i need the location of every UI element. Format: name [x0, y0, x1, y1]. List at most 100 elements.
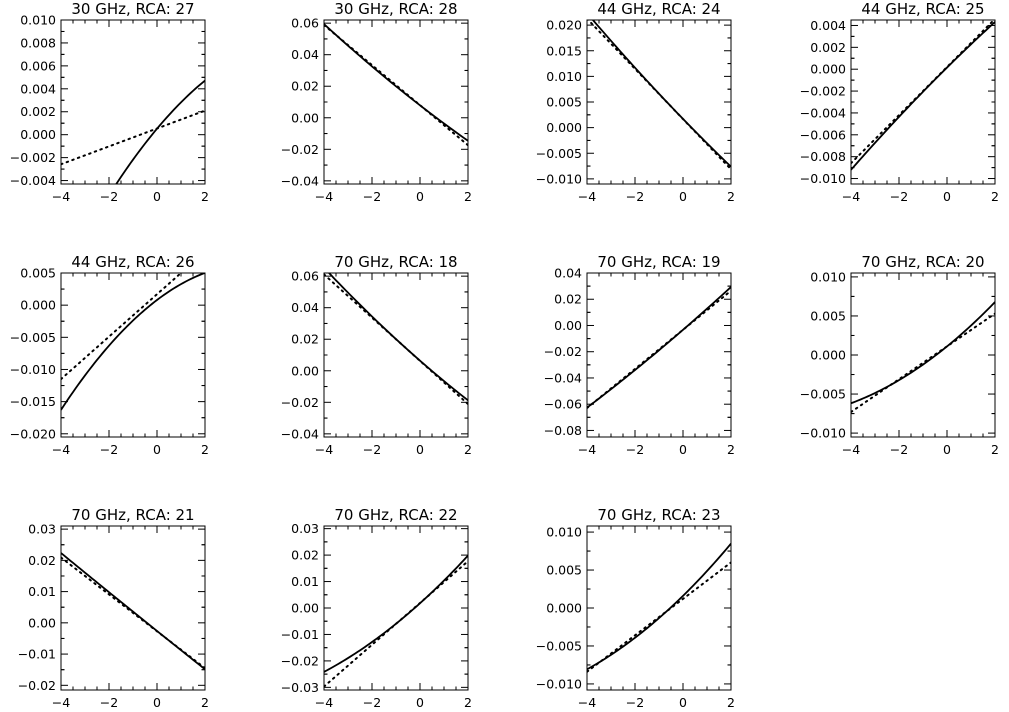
y-tick-label: 0.006: [20, 58, 56, 73]
panel-title: 70 GHz, RCA: 19: [597, 253, 720, 271]
chart-panel-4: 44 GHz, RCA: 25 −4 −2 0 2 −0.010 −0.008 −0.006 −…: [800, 0, 999, 204]
series-line-solid: [587, 286, 731, 409]
series-line-dotted: [61, 109, 205, 166]
y-tick-label: 0.004: [810, 18, 846, 33]
y-tick-label: 0.02: [291, 79, 319, 94]
y-tick-label: −0.04: [544, 370, 582, 385]
y-tick-label: −0.02: [18, 678, 56, 693]
series-line-dotted: [324, 24, 468, 147]
plot-frame: [586, 525, 732, 691]
panel-title: 44 GHz, RCA: 25: [861, 0, 984, 18]
chart-panel-6: 70 GHz, RCA: 18 −4 −2 0 2 −0.04 −0.02 0.00 0.02 0…: [281, 253, 472, 457]
y-tick-label: 0.02: [291, 332, 319, 347]
y-tick-label: 0.01: [28, 584, 56, 599]
y-tick-label: 0.01: [291, 574, 319, 589]
panel-title: 30 GHz, RCA: 28: [334, 0, 457, 18]
chart-panel-11: 70 GHz, RCA: 23 −4 −2 0 2 −0.010 −0.005 0.000 0.…: [536, 506, 735, 710]
y-tick-label: 0.00: [28, 615, 56, 630]
x-tick-label: −2: [626, 189, 644, 204]
x-tick-label: 0: [943, 189, 951, 204]
x-tick-label: 2: [991, 189, 999, 204]
x-tick-label: 0: [153, 695, 161, 710]
plot-frame: [850, 272, 996, 438]
y-tick-label: 0.000: [810, 348, 846, 363]
x-tick-label: −2: [363, 695, 381, 710]
y-tick-label: 0.005: [546, 95, 582, 110]
y-tick-label: 0.06: [291, 16, 319, 31]
x-tick-label: 0: [416, 442, 424, 457]
y-tick-label: 0.010: [546, 69, 582, 84]
y-tick-label: 0.000: [810, 62, 846, 77]
y-tick-label: 0.00: [291, 363, 319, 378]
x-tick-label: −4: [52, 189, 70, 204]
chart-panel-1: 30 GHz, RCA: 27 −4 −2 0 2 −0.004 −0.002 0.000 0.…: [10, 0, 209, 204]
x-tick-label: −4: [578, 189, 596, 204]
x-tick-label: 0: [679, 442, 687, 457]
chart-panel-10: 70 GHz, RCA: 22 −4 −2 0 2 −0.03 −0.02 −0.01 0.00…: [281, 506, 472, 710]
x-tick-label: 2: [201, 189, 209, 204]
y-tick-label: −0.03: [281, 680, 319, 695]
x-tick-label: −4: [842, 189, 860, 204]
y-tick-label: −0.005: [536, 146, 582, 161]
x-tick-label: 0: [679, 189, 687, 204]
series-line-solid: [61, 552, 205, 671]
y-tick-label: 0.010: [546, 525, 582, 540]
series-line-dotted: [324, 560, 468, 688]
series-line-dotted: [324, 273, 468, 406]
series-line-solid: [587, 543, 731, 671]
x-tick-label: 0: [416, 189, 424, 204]
y-tick-label: −0.006: [800, 127, 846, 142]
plot-frame: [323, 272, 469, 438]
x-tick-label: −4: [578, 695, 596, 710]
x-tick-label: −2: [626, 695, 644, 710]
y-tick-label: 0.010: [810, 269, 846, 284]
y-tick-label: −0.008: [800, 149, 846, 164]
series-line-dotted: [587, 289, 731, 409]
x-tick-label: 0: [153, 442, 161, 457]
x-tick-label: 2: [727, 695, 735, 710]
panel-title: 44 GHz, RCA: 24: [597, 0, 720, 18]
y-tick-label: 0.002: [810, 40, 846, 55]
series-line-solid: [324, 23, 468, 142]
x-tick-label: 0: [679, 695, 687, 710]
y-tick-label: 0.008: [20, 35, 56, 50]
y-tick-label: −0.010: [536, 676, 582, 691]
series-line-dotted: [587, 20, 731, 171]
chart-panel-7: 70 GHz, RCA: 19 −4 −2 0 2 −0.08 −0.06 −0.04 −0.0…: [544, 253, 735, 457]
plot-frame: [850, 19, 996, 185]
y-tick-label: 0.010: [20, 13, 56, 28]
y-tick-label: −0.005: [536, 638, 582, 653]
x-tick-label: −4: [315, 695, 333, 710]
x-tick-label: −4: [578, 442, 596, 457]
x-tick-label: 0: [943, 442, 951, 457]
y-tick-label: −0.01: [18, 647, 56, 662]
y-tick-label: −0.02: [544, 344, 582, 359]
y-tick-label: −0.002: [10, 150, 56, 165]
series-line-dotted: [61, 556, 205, 670]
y-tick-label: 0.000: [20, 298, 56, 313]
series-line-dotted: [61, 273, 183, 381]
x-tick-label: −4: [52, 442, 70, 457]
series-line-dotted: [851, 312, 995, 414]
y-tick-label: 0.015: [546, 43, 582, 58]
x-tick-label: −2: [100, 695, 118, 710]
x-tick-label: 0: [416, 695, 424, 710]
y-tick-label: −0.005: [10, 330, 56, 345]
y-tick-label: 0.00: [554, 318, 582, 333]
panel-title: 70 GHz, RCA: 21: [71, 506, 194, 524]
y-tick-label: −0.010: [10, 362, 56, 377]
y-tick-label: −0.010: [800, 171, 846, 186]
y-tick-label: 0.005: [546, 563, 582, 578]
y-tick-label: −0.002: [800, 84, 846, 99]
y-tick-label: 0.06: [291, 269, 319, 284]
plot-frame: [586, 19, 732, 185]
x-tick-label: 2: [464, 189, 472, 204]
chart-panel-8: 70 GHz, RCA: 20 −4 −2 0 2 −0.010 −0.005 0.000 0.…: [800, 253, 999, 457]
series-line-solid: [591, 20, 731, 168]
x-tick-label: −2: [100, 442, 118, 457]
y-tick-label: 0.03: [291, 521, 319, 536]
x-tick-label: 2: [727, 189, 735, 204]
y-tick-label: −0.08: [544, 423, 582, 438]
y-tick-label: 0.02: [28, 553, 56, 568]
